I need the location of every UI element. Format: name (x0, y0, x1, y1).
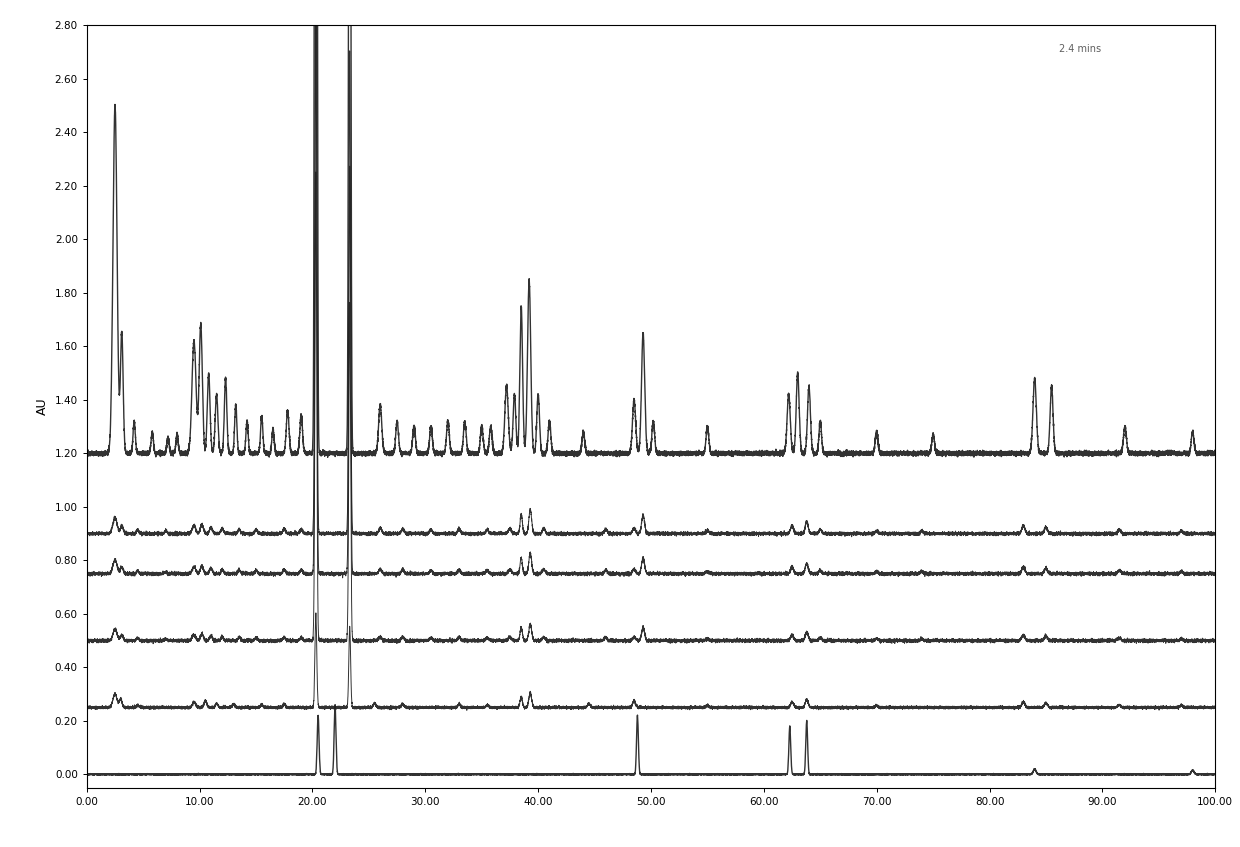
Y-axis label: AU: AU (36, 398, 50, 415)
Text: 2.4 mins: 2.4 mins (1059, 44, 1101, 54)
